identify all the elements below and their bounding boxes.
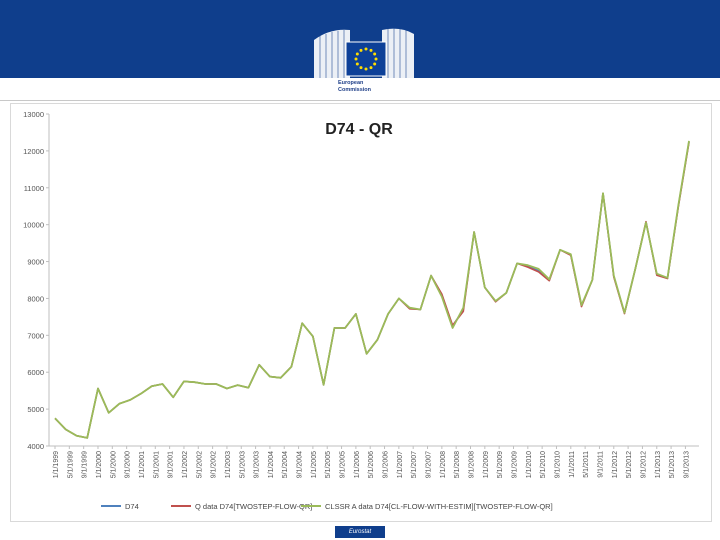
x-tick-label: 1/1/2007	[397, 451, 404, 478]
y-tick-label: 13000	[23, 110, 44, 119]
eu-star-icon	[373, 52, 377, 56]
x-tick-label: 5/1/2011	[583, 451, 590, 478]
eu-star-icon	[364, 47, 368, 51]
y-tick-label: 9000	[27, 258, 44, 267]
x-tick-label: 1/1/2008	[440, 451, 447, 478]
x-tick-label: 1/1/2004	[268, 451, 275, 478]
x-tick-label: 1/1/2013	[655, 451, 662, 478]
x-tick-label: 9/1/2010	[554, 451, 561, 478]
logo-line-european: European	[338, 80, 364, 86]
y-tick-label: 7000	[27, 331, 44, 340]
series-line-2	[54, 142, 690, 439]
chart-frame: D74 - QR 4000 5000 6000 7000 8000 9000 10000 11…	[10, 103, 712, 522]
x-tick-label: 5/1/2010	[540, 451, 547, 478]
x-tick-label: 9/1/2005	[340, 451, 347, 478]
eu-star-icon	[369, 48, 373, 52]
header-divider	[0, 100, 720, 101]
x-tick-label: 9/1/2004	[297, 451, 304, 478]
x-tick-label: 5/1/2004	[282, 451, 289, 478]
x-tick-label: 5/1/2002	[196, 451, 203, 478]
legend-label: Q data D74[TWOSTEP-FLOW-QR]	[195, 502, 312, 511]
x-tick-label: 5/1/2007	[411, 451, 418, 478]
eu-star-icon	[373, 62, 377, 66]
x-tick-label: 5/1/2008	[454, 451, 461, 478]
x-tick-label: 5/1/2000	[110, 451, 117, 478]
x-tick-label: 1/1/2011	[569, 451, 576, 478]
eurostat-badge: Eurostat	[335, 526, 385, 538]
logo-wordmark: European Commission	[338, 80, 371, 93]
eu-star-icon	[364, 67, 368, 71]
x-tick-label: 9/1/2000	[125, 451, 132, 478]
x-tick-label: 5/1/2006	[368, 451, 375, 478]
x-tick-label: 1/1/2002	[182, 451, 189, 478]
eu-star-icon	[355, 62, 359, 66]
x-tick-label: 9/1/2006	[383, 451, 390, 478]
y-tick-label: 4000	[27, 442, 44, 451]
x-tick-label: 5/1/2013	[669, 451, 676, 478]
x-tick-label: 9/1/2001	[168, 451, 175, 478]
y-tick-label: 11000	[24, 184, 44, 193]
x-tick-label: 5/1/2009	[497, 451, 504, 478]
logo-line-commission: Commission	[338, 86, 372, 93]
x-tick-label: 1/1/2006	[354, 451, 361, 478]
legend-label: D74	[125, 502, 139, 511]
x-tick-label: 1/1/2005	[311, 451, 318, 478]
x-tick-label: 9/1/2007	[426, 451, 433, 478]
chart-title: D74 - QR	[325, 121, 393, 138]
line-chart: D74 - QR 4000 5000 6000 7000 8000 9000 10000 11…	[23, 110, 699, 511]
x-tick-label: 9/1/2009	[511, 451, 518, 478]
x-tick-label: 1/1/2009	[483, 451, 490, 478]
series-line-1	[54, 141, 690, 439]
x-tick-label: 1/1/1999	[53, 451, 60, 478]
y-tick-label: 5000	[27, 405, 44, 414]
x-tick-label: 5/1/2012	[626, 451, 633, 478]
x-tick-label: 9/1/2008	[469, 451, 476, 478]
x-tick-label: 9/1/2003	[254, 451, 261, 478]
x-tick-label: 1/1/2001	[139, 451, 146, 478]
x-tick-label: 9/1/2012	[640, 451, 647, 478]
eu-star-icon	[354, 57, 358, 61]
x-tick-label: 1/1/2003	[225, 451, 232, 478]
x-tick-label: 1/1/2012	[612, 451, 619, 478]
x-tick-label: 9/1/2011	[597, 451, 604, 478]
x-tick-label: 5/1/1999	[67, 451, 74, 478]
y-tick-label: 6000	[27, 368, 44, 377]
x-tick-label: 9/1/2002	[211, 451, 218, 478]
y-tick-label: 12000	[23, 147, 44, 156]
x-tick-label: 1/1/2010	[526, 451, 533, 478]
x-tick-label: 5/1/2001	[153, 451, 160, 478]
eu-star-icon	[359, 48, 363, 52]
european-commission-logo-icon	[314, 28, 414, 97]
eu-star-icon	[359, 66, 363, 70]
y-tick-label: 8000	[27, 294, 44, 303]
eu-star-icon	[369, 66, 373, 70]
legend-label: CLSSR A data D74[CL-FLOW-WITH-ESTIM][TWO…	[325, 502, 553, 511]
eu-star-icon	[374, 57, 378, 61]
x-tick-label: 1/1/2000	[96, 451, 103, 478]
x-tick-label: 5/1/2003	[239, 451, 246, 478]
x-tick-label: 5/1/2005	[325, 451, 332, 478]
series-line-3	[54, 140, 690, 439]
y-tick-label: 10000	[23, 221, 44, 230]
x-tick-label: 9/1/1999	[82, 451, 89, 478]
eu-star-icon	[355, 52, 359, 56]
x-tick-label: 9/1/2013	[683, 451, 690, 478]
